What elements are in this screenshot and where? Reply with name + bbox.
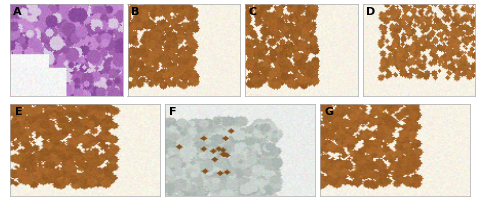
Text: G: G	[324, 107, 334, 117]
Text: C: C	[248, 7, 256, 17]
Text: A: A	[14, 7, 22, 17]
Text: E: E	[14, 107, 22, 117]
Text: B: B	[131, 7, 139, 17]
Text: F: F	[170, 107, 177, 117]
Text: D: D	[366, 7, 375, 17]
